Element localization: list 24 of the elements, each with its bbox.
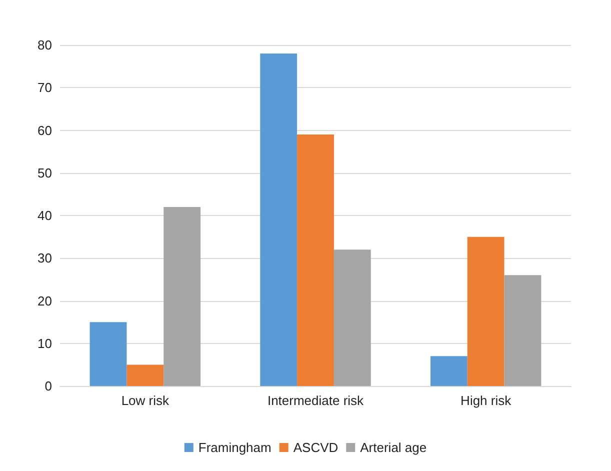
bar: [164, 206, 201, 386]
y-tick-label: 10: [38, 336, 52, 351]
y-tick-label: 40: [38, 208, 52, 223]
bar: [260, 54, 298, 386]
bar: [504, 275, 542, 386]
bar: [334, 250, 371, 386]
x-tick-label: High risk: [460, 393, 512, 408]
y-tick-label: 0: [44, 378, 52, 394]
bar: [430, 356, 468, 386]
legend-label: Framingham: [198, 440, 272, 455]
bar: [467, 236, 504, 386]
bar: [90, 322, 127, 386]
x-tick-label: Low risk: [121, 393, 170, 408]
x-tick-label: Intermediate risk: [267, 393, 364, 408]
bar: [126, 364, 164, 386]
y-tick-label: 70: [38, 80, 52, 96]
legend-label: Arterial age: [360, 440, 427, 455]
y-tick-label: 60: [38, 122, 52, 138]
y-tick-label: 50: [38, 165, 52, 180]
bar: [297, 134, 334, 386]
y-tick-label: 30: [38, 250, 52, 266]
legend-label: ASCVD: [293, 440, 338, 455]
y-tick-label: 20: [38, 293, 52, 308]
y-tick-label: 80: [38, 38, 52, 52]
